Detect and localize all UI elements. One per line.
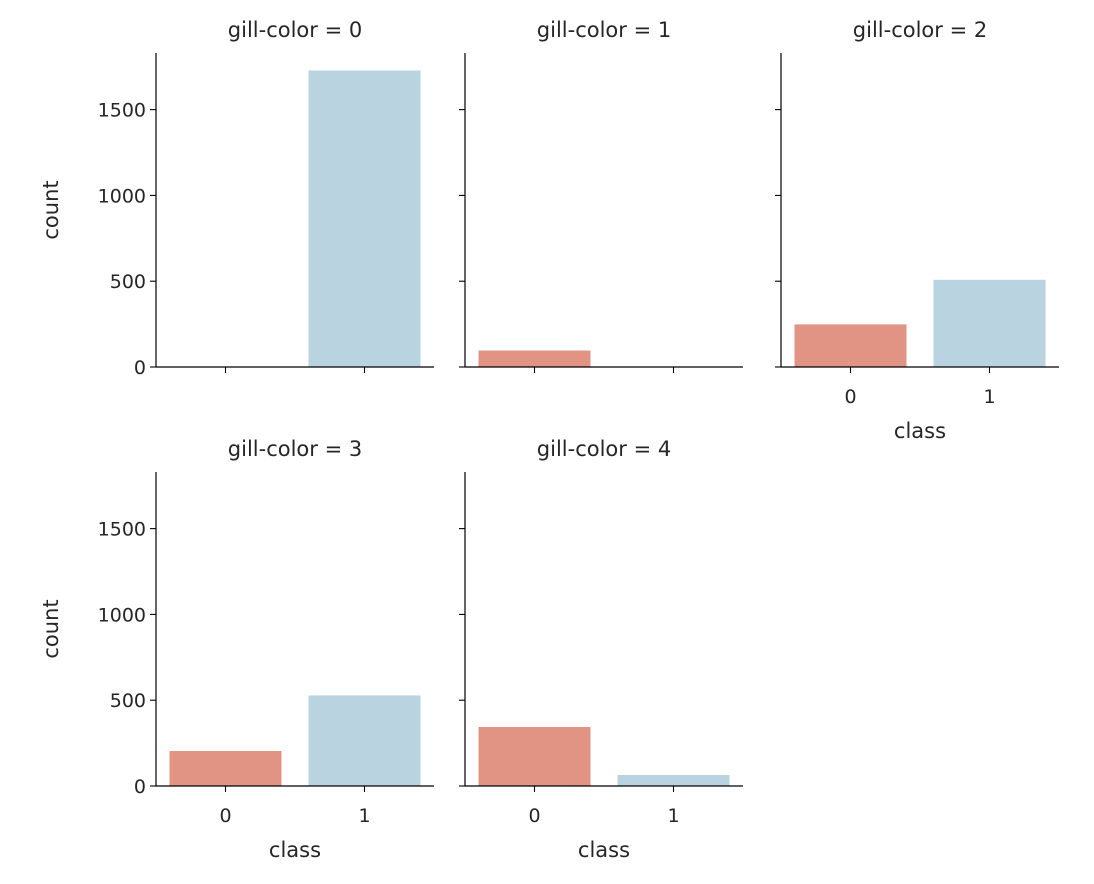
bar-class-1 (308, 70, 421, 367)
x-tick-label: 0 (219, 805, 231, 827)
y-axis-label: count (39, 180, 63, 239)
facet-panel: 0 500 1000 1500 gill-color = 0 count (39, 18, 434, 379)
y-axis-label: count (39, 599, 63, 658)
bar-class-0 (478, 727, 591, 786)
facet-panel: 0 1 gill-color = 2 class (775, 18, 1059, 443)
panel-title: gill-color = 3 (228, 437, 362, 461)
facet-panel: gill-color = 1 (459, 18, 743, 373)
y-tick-label: 1500 (98, 100, 146, 122)
x-axis-label: class (894, 419, 946, 443)
x-axis-label: class (578, 838, 630, 862)
y-tick-label: 500 (110, 690, 146, 712)
bar-class-0 (478, 350, 591, 367)
y-tick-label: 1500 (98, 519, 146, 541)
x-tick-label: 1 (983, 386, 995, 408)
panel-title: gill-color = 0 (228, 18, 362, 42)
y-tick-label: 0 (134, 357, 146, 379)
bar-class-0 (169, 751, 282, 786)
x-tick-label: 1 (667, 805, 679, 827)
bar-class-1 (617, 775, 730, 786)
facet-panel: 0 1 gill-color = 4 class (459, 437, 743, 862)
facet-panel: 0 500 1000 1500 0 1 gill-color = 3 class count (39, 437, 434, 862)
y-tick-label: 0 (134, 776, 146, 798)
x-tick-label: 1 (358, 805, 370, 827)
x-tick-label: 0 (528, 805, 540, 827)
panel-title: gill-color = 2 (853, 18, 987, 42)
x-tick-label: 0 (844, 386, 856, 408)
bar-class-1 (308, 695, 421, 786)
bar-class-0 (794, 324, 907, 367)
y-tick-label: 1000 (98, 604, 146, 626)
x-axis-label: class (269, 838, 321, 862)
panel-title: gill-color = 4 (537, 437, 671, 461)
y-tick-label: 1000 (98, 185, 146, 207)
bar-class-1 (933, 279, 1046, 367)
panel-title: gill-color = 1 (537, 18, 671, 42)
y-tick-label: 500 (110, 271, 146, 293)
